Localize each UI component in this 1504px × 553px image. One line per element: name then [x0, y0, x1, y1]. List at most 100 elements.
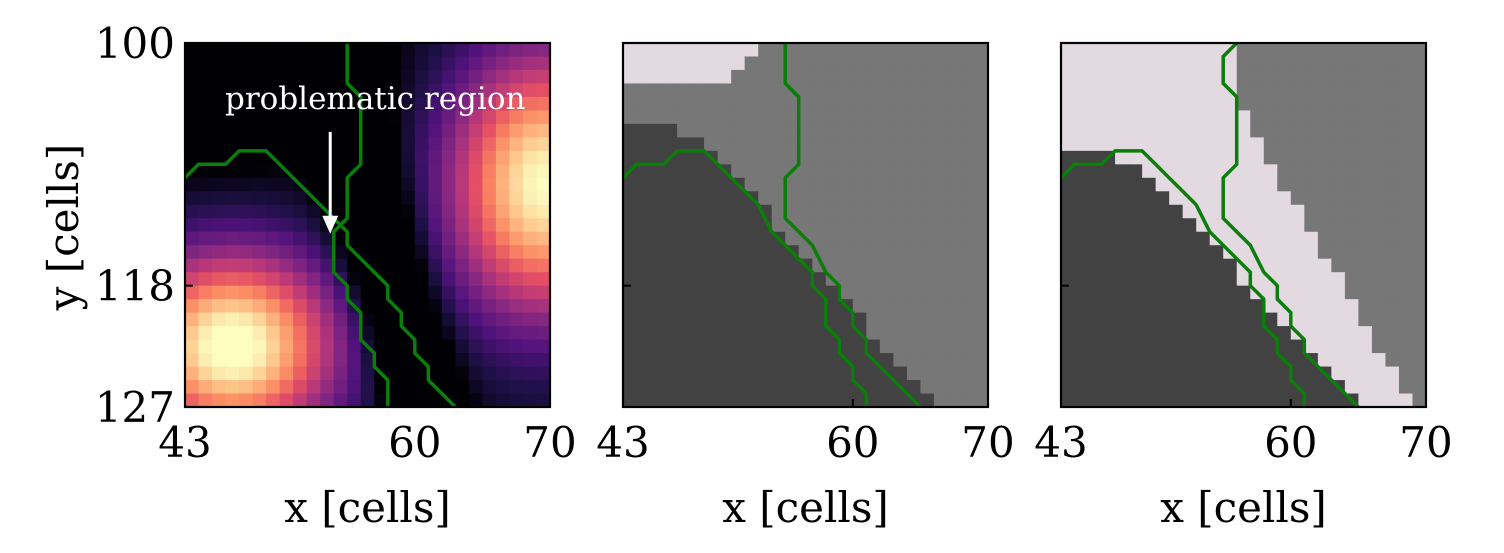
region-cell — [839, 43, 854, 58]
region-cell — [717, 150, 732, 165]
heatmap-cell — [347, 339, 362, 354]
heatmap-cell — [239, 110, 254, 125]
region-cell — [1209, 150, 1224, 165]
heatmap-cell — [387, 150, 402, 165]
heatmap-cell — [482, 326, 497, 341]
region-cell — [1128, 56, 1143, 71]
region-cell — [893, 204, 908, 219]
region-cell — [1088, 110, 1103, 125]
heatmap-cell — [441, 366, 456, 381]
heatmap-cell — [387, 231, 402, 246]
region-cell — [1250, 204, 1265, 219]
heatmap-cell — [293, 272, 308, 287]
region-cell — [933, 366, 949, 381]
region-cell — [866, 204, 881, 219]
region-cell — [758, 285, 773, 300]
panel-middle-regions: 43 60 70 — [596, 41, 1015, 467]
heatmap-cell — [522, 218, 538, 233]
heatmap-cell — [509, 258, 524, 273]
heatmap-cell — [387, 326, 402, 341]
region-cell — [1142, 123, 1157, 138]
heatmap-cell — [198, 353, 213, 368]
heatmap-cell — [306, 285, 321, 300]
region-cell — [1155, 353, 1170, 368]
region-cell — [1088, 245, 1103, 260]
heatmap-cell — [495, 393, 511, 408]
heatmap-cell — [185, 326, 200, 341]
region-cell — [1277, 380, 1292, 395]
heatmap-cell — [293, 218, 308, 233]
region-cell — [879, 191, 894, 206]
region-cell — [744, 83, 759, 98]
region-cell — [798, 272, 813, 287]
region-cell — [623, 204, 638, 219]
region-cell — [771, 123, 786, 138]
region-cell — [1371, 272, 1387, 287]
region-cell — [852, 272, 867, 287]
region-cell — [690, 245, 705, 260]
heatmap-cell — [441, 258, 456, 273]
heatmap-cell — [212, 366, 227, 381]
heatmap-cell — [401, 218, 416, 233]
region-cell — [1074, 56, 1089, 71]
region-cell — [785, 258, 800, 273]
region-cell — [1412, 353, 1427, 368]
heatmap-cell — [482, 164, 497, 179]
heatmap-cell — [198, 393, 213, 408]
region-cell — [933, 83, 949, 98]
region-cell — [1128, 366, 1143, 381]
region-cell — [1331, 258, 1346, 273]
region-cell — [1101, 339, 1116, 354]
region-cell — [1182, 110, 1197, 125]
region-cell — [771, 339, 786, 354]
heatmap-cell — [522, 137, 538, 152]
heatmap-cell — [495, 272, 511, 287]
region-cell — [893, 218, 908, 233]
region-cell — [1398, 204, 1414, 219]
heatmap-cell — [198, 96, 213, 112]
region-cell — [1250, 83, 1265, 98]
region-cell — [663, 326, 678, 341]
region-cell — [704, 164, 719, 179]
heatmap-cell — [212, 299, 227, 314]
region-cell — [866, 56, 881, 71]
region-cell — [866, 83, 881, 98]
heatmap-cell — [266, 285, 281, 300]
region-cell — [906, 123, 922, 138]
heatmap-cell — [306, 69, 321, 85]
region-cell — [798, 339, 813, 354]
region-cell — [1344, 110, 1360, 125]
heatmap-cell — [185, 43, 200, 58]
heatmap-cell — [252, 177, 267, 192]
heatmap-cell — [185, 380, 200, 395]
region-cell — [623, 393, 638, 408]
region-cell — [1385, 83, 1400, 98]
region-cell — [1358, 96, 1373, 112]
region-cell — [798, 204, 813, 219]
region-cell — [1277, 69, 1292, 85]
region-cell — [1263, 164, 1278, 179]
heatmap-cell — [293, 83, 308, 98]
heatmap-cell — [225, 96, 240, 112]
heatmap-cell — [185, 150, 200, 165]
region-cell — [1277, 56, 1292, 71]
region-cell — [1142, 83, 1157, 98]
heatmap-cell — [360, 366, 375, 381]
region-cell — [1182, 272, 1197, 287]
region-cell — [677, 150, 692, 165]
region-cell — [1209, 380, 1224, 395]
heatmap-cell — [441, 191, 456, 206]
heatmap-cell — [536, 43, 551, 58]
region-cell — [1304, 110, 1319, 125]
region-cell — [893, 353, 908, 368]
region-cell — [1277, 366, 1292, 381]
region-cell — [1290, 69, 1305, 85]
region-cell — [623, 96, 638, 112]
heatmap-cell — [536, 110, 551, 125]
heatmap-cell — [401, 164, 416, 179]
heatmap-cell — [198, 285, 213, 300]
heatmap-cell — [266, 380, 281, 395]
region-cell — [744, 56, 759, 71]
region-cell — [839, 366, 854, 381]
region-cell — [879, 272, 894, 287]
